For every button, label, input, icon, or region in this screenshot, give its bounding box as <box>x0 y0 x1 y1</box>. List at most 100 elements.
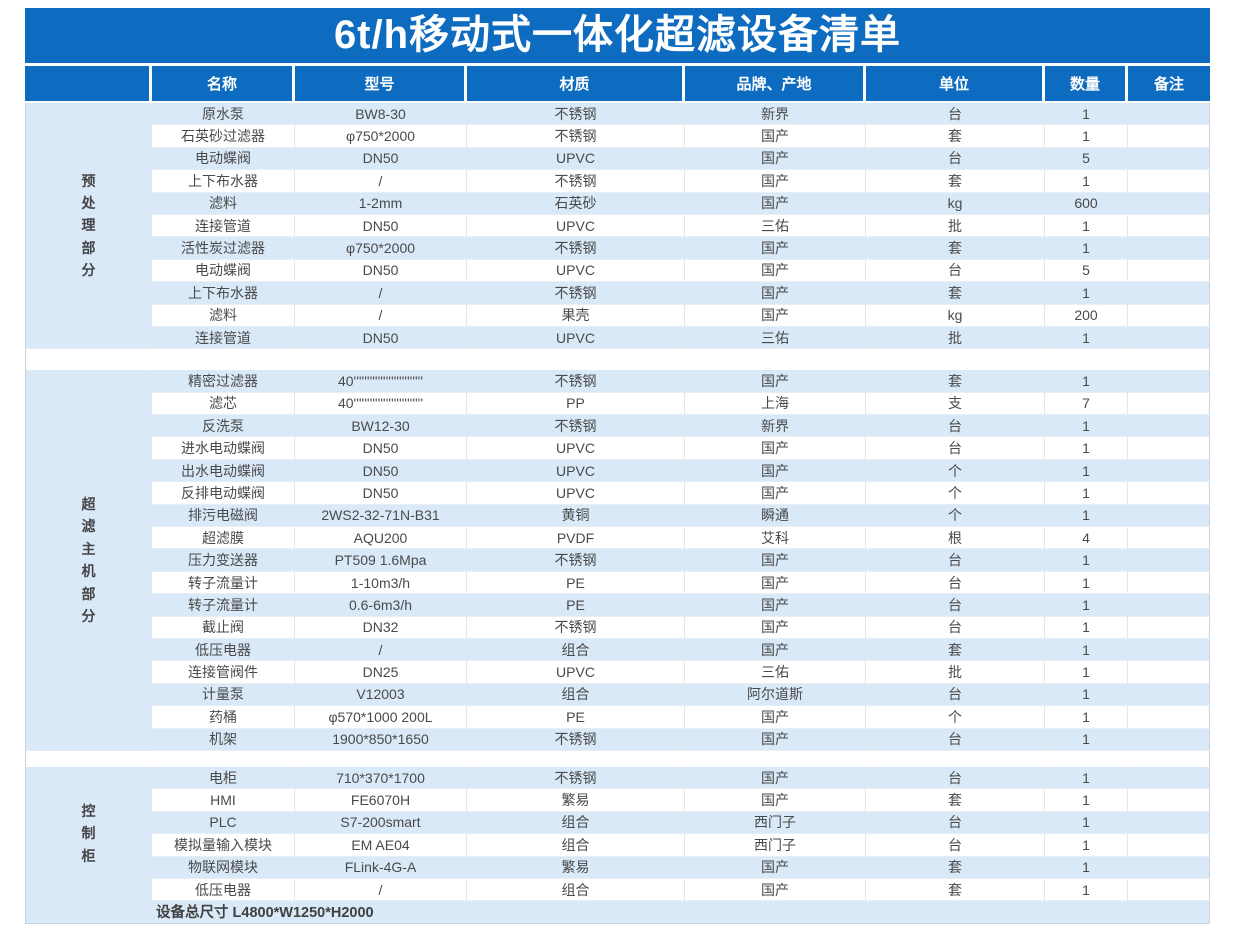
total-size-text: 设备总尺寸 L4800*W1250*H2000 <box>152 901 1210 923</box>
table-cell: 1 <box>1045 326 1128 349</box>
table-cell: 瞬通 <box>685 504 866 527</box>
table-cell: 上下布水器 <box>152 170 295 192</box>
table-cell: 国产 <box>685 482 866 504</box>
table-cell: 电动蝶阀 <box>152 147 295 170</box>
table-cell: 台 <box>866 594 1045 616</box>
table-cell: 电柜 <box>152 766 295 789</box>
table-cell: 个 <box>866 459 1045 482</box>
section-label-char: 机 <box>81 563 96 580</box>
page-title: 6t/h移动式一体化超滤设备清单 <box>25 8 1210 63</box>
table-cell: FE6070H <box>295 789 467 811</box>
table-cell: 套 <box>866 170 1045 192</box>
table-cell: 1 <box>1045 125 1128 147</box>
table-cell: DN50 <box>295 259 467 282</box>
table-cell: 连接管阀件 <box>152 661 295 683</box>
table-cell: BW8-30 <box>295 103 467 125</box>
table-cell <box>1128 482 1210 504</box>
table-row: 石英砂过滤器 φ750*2000 不锈钢 国产套 1 <box>152 125 1210 148</box>
table-cell: PLC <box>152 811 295 834</box>
table-cell: 组合 <box>467 811 685 834</box>
section-2: 控制柜电柜 710*370*1700 不锈钢 国产台 1 HMI FE6070H 繁易 国产套 1… <box>25 766 1210 902</box>
section-label-char: 预 <box>81 172 96 189</box>
table-cell <box>1128 856 1210 878</box>
table-cell: 国产 <box>685 571 866 594</box>
table-cell <box>1128 392 1210 415</box>
table-cell <box>1128 304 1210 326</box>
table-cell: UPVC <box>467 259 685 282</box>
section-rows: 原水泵 BW8-30 不锈钢 新界台 1 石英砂过滤器 φ750*2000 不锈钢 国产套 1 电动… <box>152 103 1210 350</box>
section-label-char: 理 <box>81 217 96 234</box>
table-cell: 滤芯 <box>152 392 295 415</box>
table-cell <box>1128 259 1210 282</box>
table-cell <box>1128 192 1210 214</box>
table-cell: 国产 <box>685 459 866 482</box>
table-cell: 组合 <box>467 878 685 901</box>
table-cell: 1 <box>1045 594 1128 616</box>
table-cell: 国产 <box>685 437 866 459</box>
table-cell: 台 <box>866 103 1045 125</box>
table-cell <box>1128 437 1210 459</box>
table-cell: FLink-4G-A <box>295 856 467 878</box>
total-size-row: 设备总尺寸 L4800*W1250*H2000 <box>25 901 1210 924</box>
table-cell: 1 <box>1045 170 1128 192</box>
table-row: 排污电磁阀 2WS2-32-71N-B31 黄铜 瞬通个 1 <box>152 504 1210 528</box>
table-cell: 不锈钢 <box>467 282 685 304</box>
table-cell: 套 <box>866 237 1045 259</box>
table-row: PLC S7-200smart 组合 西门子台 1 <box>152 811 1210 835</box>
table-cell: 国产 <box>685 192 866 214</box>
table-cell: 1 <box>1045 459 1128 482</box>
table-cell: 套 <box>866 878 1045 901</box>
section-label-char: 处 <box>81 195 96 212</box>
table-cell: / <box>295 878 467 901</box>
table-cell: 三佑 <box>685 661 866 683</box>
table-cell: 套 <box>866 638 1045 661</box>
table-cell: 不锈钢 <box>467 766 685 789</box>
table-cell: 台 <box>866 616 1045 638</box>
table-cell: 批 <box>866 661 1045 683</box>
table-cell <box>1128 683 1210 706</box>
table-cell: 套 <box>866 370 1045 392</box>
table-cell: / <box>295 304 467 326</box>
table-cell: DN50 <box>295 214 467 237</box>
section-label: 预处理部分 <box>25 103 152 350</box>
table-cell: UPVC <box>467 482 685 504</box>
section-label-char: 柜 <box>81 847 96 864</box>
table-cell: 1 <box>1045 103 1128 125</box>
table-cell: 台 <box>866 571 1045 594</box>
header-material: 材质 <box>467 66 685 101</box>
table-cell: 710*370*1700 <box>295 766 467 789</box>
table-cell: 出水电动蝶阀 <box>152 459 295 482</box>
table-cell: 国产 <box>685 856 866 878</box>
table-cell: UPVC <box>467 661 685 683</box>
table-cell: 台 <box>866 259 1045 282</box>
table-cell: 1 <box>1045 415 1128 437</box>
table-header: 名称 型号 材质 品牌、产地 单位 数量 备注 <box>25 66 1210 103</box>
table-cell: 计量泵 <box>152 683 295 706</box>
table-cell: 1 <box>1045 661 1128 683</box>
table-cell: 西门子 <box>685 811 866 834</box>
table-row: 反洗泵 BW12-30 不锈钢 新界台 1 <box>152 415 1210 438</box>
section-label-char: 控 <box>81 803 96 820</box>
table-cell <box>1128 811 1210 834</box>
table-cell: 台 <box>866 415 1045 437</box>
table-cell <box>1128 571 1210 594</box>
table-cell <box>1128 103 1210 125</box>
table-cell <box>1128 237 1210 259</box>
table-cell: UPVC <box>467 214 685 237</box>
table-cell: PT509 1.6Mpa <box>295 549 467 571</box>
table-cell: 台 <box>866 683 1045 706</box>
table-cell: 进水电动蝶阀 <box>152 437 295 459</box>
table-cell: 国产 <box>685 766 866 789</box>
table-cell: 国产 <box>685 282 866 304</box>
table-cell: φ750*2000 <box>295 125 467 147</box>
table-cell: 精密过滤器 <box>152 370 295 392</box>
table-cell: 个 <box>866 504 1045 527</box>
table-cell: 1 <box>1045 282 1128 304</box>
table-row: 精密过滤器 40'''''''''''''''''''''''''' 不锈钢 国产套 1 <box>152 370 1210 393</box>
table-cell: 转子流量计 <box>152 571 295 594</box>
table-cell: 模拟量输入模块 <box>152 834 295 856</box>
table-cell <box>1128 766 1210 789</box>
table-row: 模拟量输入模块 EM AE04 组合 西门子台 1 <box>152 834 1210 857</box>
table-cell: 1 <box>1045 237 1128 259</box>
